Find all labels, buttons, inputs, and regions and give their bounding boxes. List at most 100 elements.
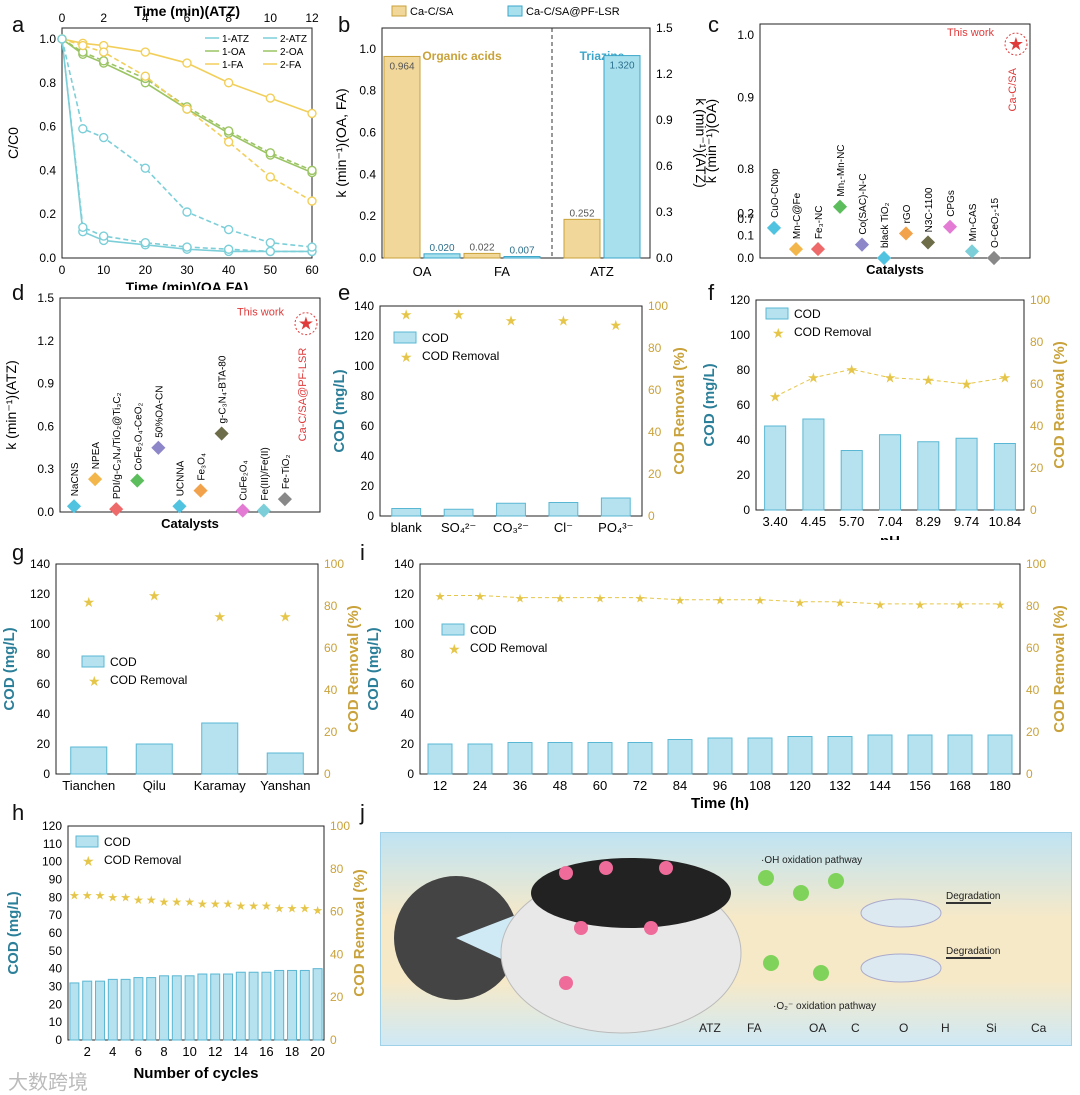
x-tick-label: 12 <box>433 778 447 793</box>
y2-tick-label: 20 <box>1030 461 1044 475</box>
y-axis-title: COD (mg/L) <box>701 363 718 446</box>
data-point-ATZ-dash <box>57 34 67 44</box>
y-tick-label: 80 <box>37 647 51 661</box>
y-tick-label: 40 <box>361 449 375 463</box>
data-point-2-ATZ <box>98 231 109 241</box>
this-work-annotation: This work <box>237 307 285 319</box>
y2-tick-label: 20 <box>330 990 344 1004</box>
x2-tick-label: 2 <box>100 11 107 25</box>
removal-star: ★ <box>299 901 310 915</box>
x-tick-label: Tianchen <box>62 778 115 793</box>
x-tick-label: 4 <box>109 1044 116 1059</box>
data-point-2-OA <box>223 126 234 136</box>
bar-cod <box>299 969 310 1041</box>
y-tick-label: 20 <box>49 997 63 1011</box>
x-tick-label: 7.04 <box>877 514 902 529</box>
y2-tick-label: 40 <box>1030 419 1044 433</box>
y2-tick-label: 80 <box>330 862 344 876</box>
x-tick-label: ATZ <box>590 264 614 279</box>
legend-fa: FA <box>747 1021 762 1035</box>
point-marker <box>766 220 782 235</box>
bar-value-label: 0.252 <box>569 208 594 219</box>
oxygen-species <box>559 861 673 990</box>
removal-star: ★ <box>107 891 118 905</box>
bar-ca-c-sa <box>463 252 501 259</box>
point-label: NaCNS <box>70 462 81 496</box>
y-tick-label: 1.2 <box>37 334 54 348</box>
y-axis-title: COD (mg/L) <box>331 369 348 452</box>
panel-label-g: g <box>12 540 25 565</box>
data-point-ATZ-dash <box>223 224 234 235</box>
y-axis-title: k (min⁻¹)(OA, FA) <box>333 88 349 197</box>
bar-cod <box>287 969 297 1041</box>
bar-cod <box>261 971 272 1041</box>
chart-h-cycles: 0 10 20 30 40 50 60 70 80 90 100 110 120 0 20 40 60 80 100… <box>5 819 368 1082</box>
point-marker <box>109 502 124 517</box>
removal-star: ★ <box>197 897 208 911</box>
oh-pathway-label: ·OH oxidation pathway <box>761 855 863 866</box>
removal-star: ★ <box>133 893 144 907</box>
reactor-dish-1 <box>860 898 942 928</box>
panel-label-e: e <box>338 280 351 305</box>
point-marker <box>172 499 187 514</box>
x-tick-label: 12 <box>208 1044 222 1059</box>
x2-tick-label: 12 <box>305 11 319 25</box>
removal-star: ★ <box>475 590 486 604</box>
bar-cod <box>197 973 208 1041</box>
y-tick-label: 100 <box>394 617 414 631</box>
y2-axis-title: COD Removal (%) <box>351 869 368 997</box>
legend-label: COD Removal <box>794 325 871 339</box>
removal-star: ★ <box>435 590 446 604</box>
x-tick-label: 3.40 <box>762 514 787 529</box>
y-tick-label: 100 <box>42 855 62 869</box>
y2-tick-label: 100 <box>648 299 668 313</box>
point-marker <box>832 199 848 214</box>
x-tick-label: 60 <box>593 778 607 793</box>
point-label: Mn₁-Mn-NC <box>836 144 847 196</box>
panel-j-schematic: ·OH oxidation pathway ·O₂⁻ oxidation pat… <box>380 832 1072 1046</box>
bar-cod <box>547 742 573 775</box>
reactor-dish-2 <box>860 953 942 983</box>
bar-value-label: 1.320 <box>609 61 634 72</box>
bar-cod <box>667 739 693 775</box>
removal-star: ★ <box>675 594 686 608</box>
x-tick-label: 30 <box>180 263 194 277</box>
point-marker <box>277 492 292 507</box>
data-point-1-FA <box>223 78 234 88</box>
annotation-organic-acids: Organic acids <box>422 49 502 63</box>
y-tick-label: 80 <box>49 890 63 904</box>
y-tick-label: 0.9 <box>37 377 54 391</box>
data-point-2-ATZ <box>140 237 151 248</box>
legend-label: 1-OA <box>222 47 246 58</box>
graphene-top-sheet <box>531 858 731 928</box>
y-tick-label: 120 <box>30 587 50 601</box>
y-tick-label: 1.0 <box>737 28 754 42</box>
bar-cod <box>443 508 474 517</box>
y2-tick-label: 80 <box>1030 335 1044 349</box>
data-point-2-ATZ <box>182 242 192 252</box>
y-tick-label: 60 <box>361 419 375 433</box>
y-tick-label: 120 <box>42 819 62 833</box>
x-tick-label: 120 <box>789 778 811 793</box>
y-tick-label: 0 <box>367 509 374 523</box>
y2-tick-label: 100 <box>1030 293 1050 307</box>
y2-axis-title: COD Removal (%) <box>345 605 362 733</box>
x-tick-label: 36 <box>513 778 527 793</box>
legend-label: Ca-C/SA@PF-LSR <box>526 6 620 18</box>
data-point-2-OA <box>265 148 276 158</box>
y-tick-label: 120 <box>354 329 374 343</box>
legend-label: COD Removal <box>422 349 499 363</box>
y2-tick-label: 1.2 <box>656 67 673 81</box>
star-marker: ★ <box>1008 34 1024 54</box>
y-tick-label: 90 <box>49 873 63 887</box>
y-tick-label: 0.7 <box>737 212 754 226</box>
x-tick-label: 108 <box>749 778 771 793</box>
bar-cod <box>587 742 613 775</box>
star-marker: ★ <box>298 314 314 334</box>
removal-star: ★ <box>555 592 566 606</box>
removal-star: ★ <box>915 598 926 612</box>
legend-swatch <box>391 5 407 17</box>
point-marker <box>130 473 145 488</box>
point-label: PDI/g-C₃N₄/TiO₂@Ti₃C₂ <box>112 392 123 499</box>
y-axis-title: C/C0 <box>5 127 21 159</box>
